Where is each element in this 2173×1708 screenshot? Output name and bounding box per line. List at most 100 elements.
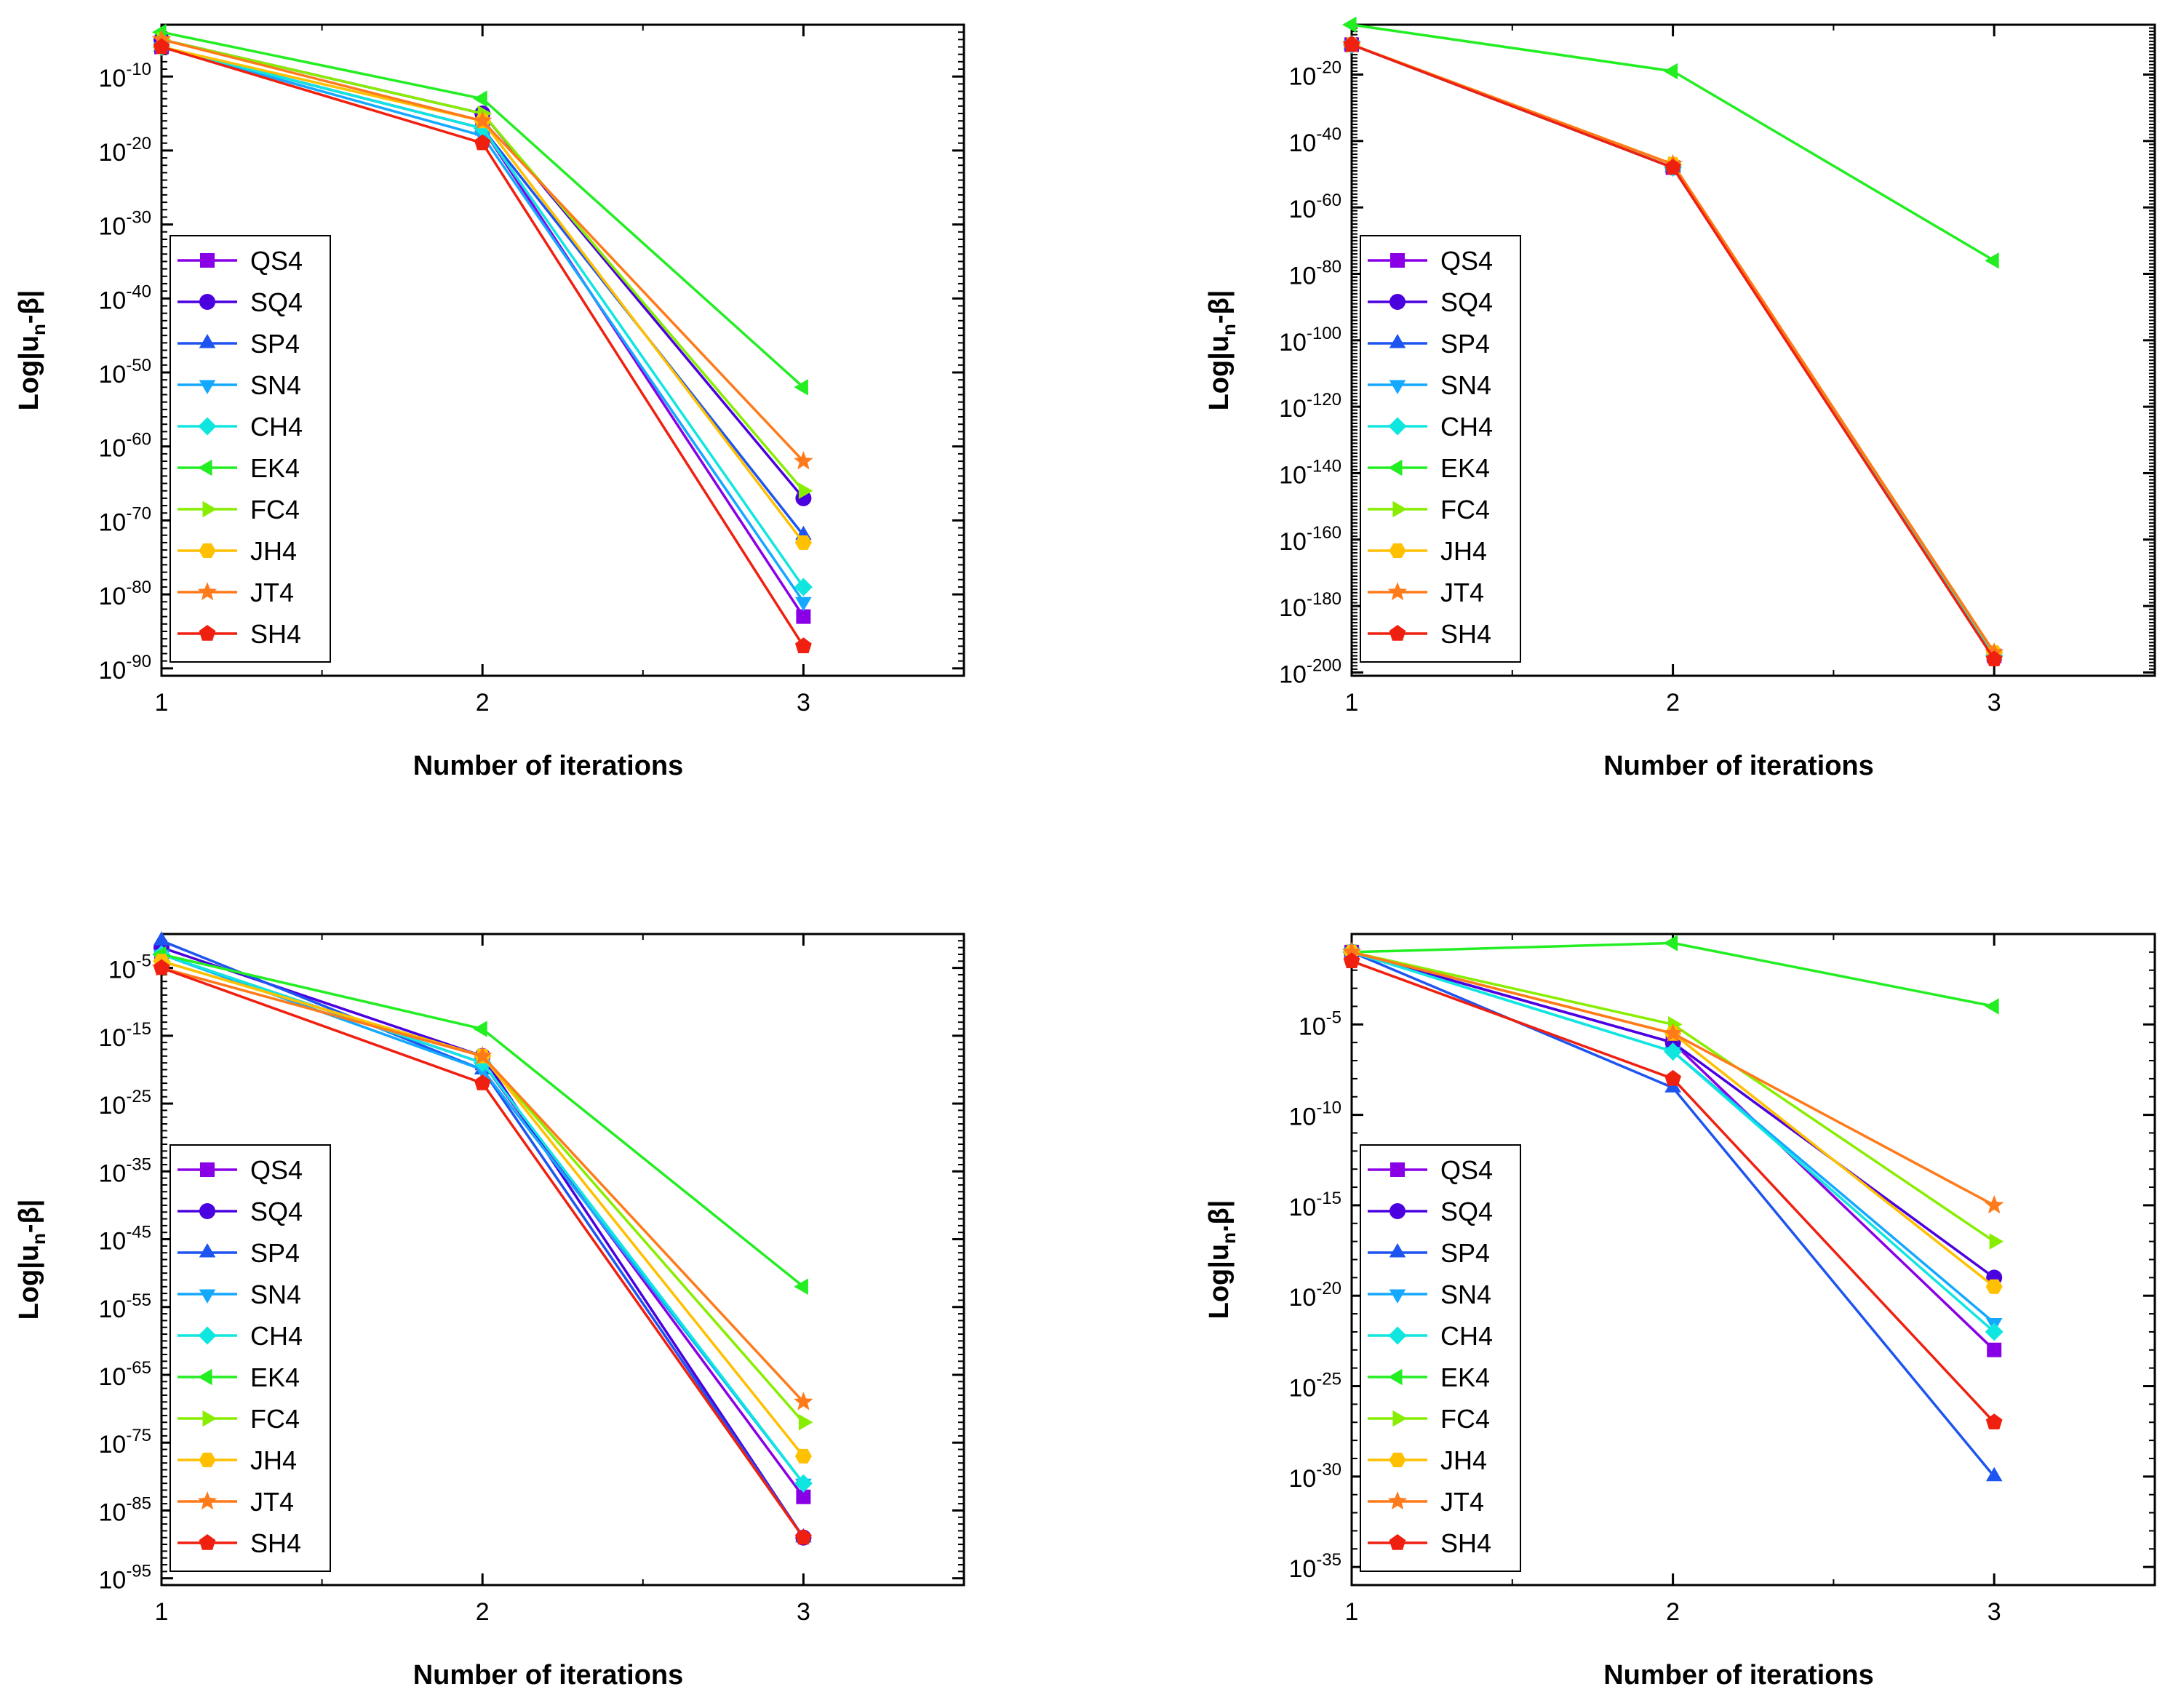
legend-label-fc4: FC4	[1440, 495, 1490, 524]
y-axis-title: Log|un.β|	[1204, 1200, 1240, 1320]
data-point-jt4-3	[794, 451, 813, 470]
legend-marker-sn4	[199, 1289, 216, 1304]
data-point-jh4-3	[794, 1448, 812, 1464]
legend-marker-jh4	[199, 543, 216, 558]
legend-marker-sp4	[199, 334, 216, 348]
data-point-fc4-3	[798, 1414, 813, 1431]
legend-label-fc4: FC4	[250, 1404, 300, 1434]
legend-marker-fc4	[1392, 1410, 1407, 1427]
legend-marker-jt4	[197, 1491, 218, 1510]
data-point-jh4-3	[1985, 1279, 2003, 1294]
legend-marker-jt4	[197, 582, 218, 601]
y-tick-label: 10-35	[98, 1154, 151, 1187]
y-tick-label: 10-80	[98, 578, 151, 610]
y-tick-label: 10-200	[1279, 655, 1341, 688]
data-point-jt4-2	[472, 111, 493, 129]
data-point-ek4-3	[794, 1278, 808, 1295]
x-axis-title: Number of iterations	[1603, 751, 1874, 781]
legend-label-ch4: CH4	[250, 412, 303, 442]
data-point-sh4-2	[1664, 159, 1681, 175]
data-point-sh4-3	[1985, 650, 2003, 666]
legend: QS4 SQ4 SP4 SN4 CH4 EK4 FC4 JH4 JT4 SH4	[170, 235, 331, 663]
legend-label-ch4: CH4	[1440, 1321, 1493, 1351]
legend-marker-jt4	[1387, 582, 1408, 601]
legend-marker-ch4	[1388, 417, 1407, 436]
x-tick-label: 2	[476, 1598, 490, 1626]
legend-marker-sp4	[1389, 1243, 1406, 1258]
legend-label-jh4: JH4	[1440, 536, 1487, 566]
data-point-ek4-2	[1663, 935, 1678, 951]
y-tick-label: 10-25	[1288, 1370, 1341, 1402]
x-axis-title: Number of iterations	[413, 1660, 684, 1691]
legend-marker-fc4	[202, 1410, 217, 1427]
data-point-qs4-3	[796, 609, 811, 624]
y-tick-label: 10-5	[108, 951, 151, 984]
y-tick-label: 10-10	[98, 60, 151, 92]
x-tick-label: 3	[797, 1598, 810, 1626]
data-point-sh4-3	[1985, 1413, 2003, 1429]
legend-marker-sq4	[1389, 294, 1406, 310]
legend: QS4 SQ4 SP4 SN4 CH4 EK4 FC4 JH4 JT4 SH4	[170, 1144, 331, 1572]
legend-label-qs4: QS4	[250, 1155, 303, 1185]
y-tick-label: 10-10	[1288, 1098, 1341, 1131]
x-tick-label: 3	[797, 689, 810, 717]
legend-label-sq4: SQ4	[250, 1197, 303, 1226]
y-tick-label: 10-180	[1279, 589, 1341, 622]
legend-marker-sp4	[1389, 334, 1406, 348]
data-point-jt4-3	[794, 1392, 813, 1410]
data-point-jt4-2	[472, 1045, 493, 1065]
data-point-ch4-3	[794, 578, 813, 596]
legend-marker-qs4	[200, 1162, 215, 1177]
data-point-sh4-2	[474, 1074, 491, 1090]
data-point-ek4-1	[1342, 16, 1357, 33]
data-point-sh4-1	[1343, 952, 1360, 968]
data-point-fc4-3	[1989, 1233, 2004, 1250]
legend-marker-fc4	[1392, 500, 1407, 518]
y-tick-label: 10-30	[98, 208, 151, 241]
legend-label-sp4: SP4	[1440, 329, 1490, 359]
data-point-jt4-2	[1663, 1023, 1683, 1042]
y-tick-label: 10-95	[98, 1562, 151, 1595]
x-tick-label: 3	[1987, 689, 2001, 717]
y-tick-label: 10-75	[98, 1426, 151, 1458]
data-point-sh4-1	[153, 38, 170, 55]
y-tick-label: 10-80	[1288, 257, 1341, 290]
series-sh4	[1343, 952, 2003, 1429]
y-axis-title: Log|un-β|	[1204, 290, 1240, 411]
legend-label-jh4: JH4	[250, 536, 297, 566]
data-point-sh4-3	[795, 637, 812, 653]
series-jt4	[1341, 941, 2004, 1214]
x-tick-label: 1	[155, 689, 169, 717]
legend-label-jh4: JH4	[1440, 1445, 1487, 1475]
legend-label-qs4: QS4	[250, 246, 303, 276]
data-point-jt4-3	[1984, 1194, 2004, 1214]
legend: QS4 SQ4 SP4 SN4 CH4 EK4 FC4 JH4 JT4 SH4	[1360, 235, 1521, 663]
chart-panel-2: 10-20 10-40 10-60 10-80 10-100 10-120 10-140 10…	[1204, 16, 2156, 781]
legend-label-sn4: SN4	[1440, 370, 1491, 400]
data-point-fc4-3	[798, 482, 813, 499]
legend-marker-ek4	[1388, 459, 1403, 476]
x-tick-label: 3	[1987, 1598, 2001, 1626]
data-point-ek4-3	[1985, 252, 1999, 269]
legend-label-sn4: SN4	[1440, 1280, 1491, 1309]
y-tick-label: 10-25	[98, 1087, 151, 1120]
legend-marker-sq4	[1389, 1203, 1406, 1219]
legend-marker-jt4	[1387, 1491, 1408, 1510]
data-point-sh4-2	[1664, 1069, 1681, 1086]
y-tick-label: 10-60	[98, 430, 151, 463]
y-tick-label: 10-160	[1279, 523, 1341, 556]
legend-label-jt4: JT4	[1440, 1487, 1484, 1517]
legend-label-sq4: SQ4	[1440, 287, 1493, 317]
data-point-ch4-3	[794, 1474, 813, 1493]
legend-marker-fc4	[202, 500, 217, 518]
legend-marker-ek4	[198, 1368, 212, 1386]
legend-label-jt4: JT4	[250, 578, 294, 607]
x-axis-title: Number of iterations	[1603, 1660, 1874, 1691]
y-tick-label: 10-40	[98, 282, 151, 314]
y-tick-label: 10-100	[1279, 324, 1341, 356]
legend-label-sn4: SN4	[250, 370, 301, 400]
legend-marker-ch4	[198, 417, 217, 436]
x-axis-title: Number of iterations	[413, 751, 684, 781]
y-tick-label: 10-140	[1279, 456, 1341, 489]
